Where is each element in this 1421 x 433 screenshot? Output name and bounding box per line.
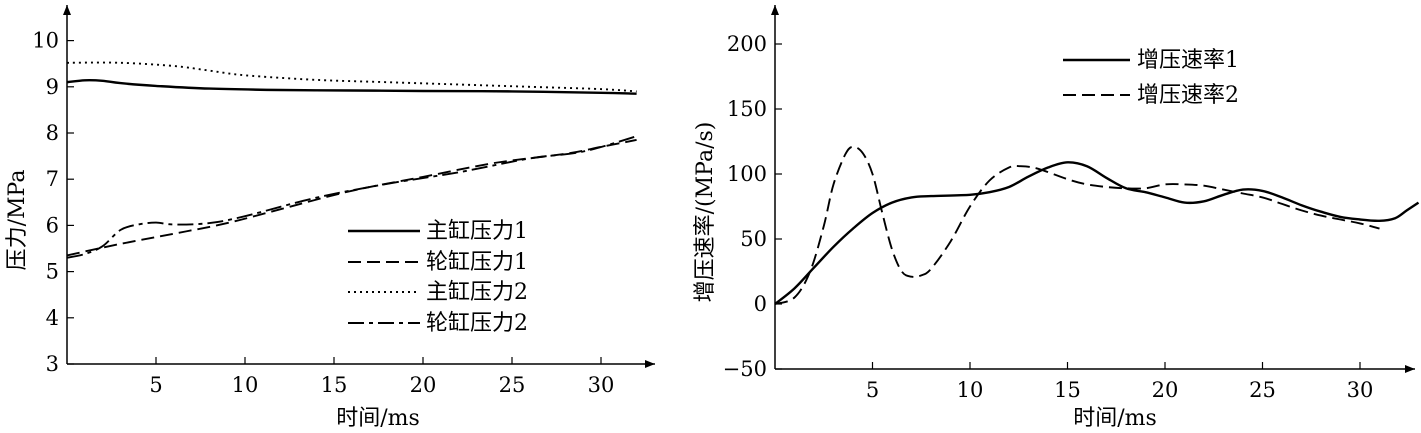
series-line-1 — [66, 79, 637, 95]
series-line-3 — [66, 61, 637, 93]
x-tick-label: 15 — [1054, 378, 1081, 402]
x-tick-label: 25 — [499, 373, 526, 397]
y-tick-label: 100 — [727, 162, 767, 186]
pressure-chart-y-ticks: 3 4 5 6 7 8 9 10 — [32, 29, 74, 376]
series-line-1 — [774, 161, 1420, 305]
rate-chart-x-axis-label: 时间/ms — [1073, 406, 1157, 431]
y-tick-label: 3 — [46, 352, 59, 376]
pressure-chart-x-ticks: 5 10 15 20 25 30 — [149, 357, 614, 397]
pressure-chart-series — [66, 61, 637, 259]
x-tick-label: 10 — [957, 378, 984, 402]
y-tick-label: 4 — [46, 306, 59, 330]
series-line-4 — [66, 135, 637, 259]
x-tick-label: 20 — [410, 373, 437, 397]
y-tick-label: −50 — [723, 357, 767, 381]
y-tick-label: 9 — [46, 75, 59, 99]
rate-chart-axes — [771, 5, 1415, 373]
pressure-chart-x-axis-label: 时间/ms — [336, 406, 420, 431]
series-line-2 — [66, 138, 637, 257]
legend-label-master-cyl-1: 主缸压力1 — [426, 219, 528, 244]
pressure-chart-axes — [63, 5, 655, 368]
y-tick-label: 200 — [727, 32, 767, 56]
rate-chart-x-ticks: 5 10 15 20 25 30 — [866, 362, 1374, 402]
x-tick-label: 15 — [321, 373, 348, 397]
y-tick-label: 0 — [754, 292, 767, 316]
y-tick-label: 6 — [46, 213, 59, 237]
x-tick-label: 5 — [149, 373, 162, 397]
x-tick-label: 5 — [866, 378, 879, 402]
legend-label-wheel-cyl-1: 轮缸压力1 — [426, 250, 528, 275]
rate-chart: 5 10 15 20 25 30 −50 0 50 100 150 200 时间/ms 增压速率/(… — [693, 5, 1420, 431]
legend-label-rate-2: 增压速率2 — [1137, 83, 1239, 108]
y-tick-label: 8 — [46, 121, 59, 145]
pressure-chart: 5 10 15 20 25 30 3 4 5 6 7 8 9 10 时间/ms 压力/MPa 主缸压力1… — [5, 5, 655, 431]
pressure-chart-y-axis-label: 压力/MPa — [5, 170, 30, 271]
y-tick-label: 50 — [740, 227, 767, 251]
y-tick-label: 150 — [727, 97, 767, 121]
y-tick-label: 10 — [32, 29, 59, 53]
y-tick-label: 7 — [46, 167, 59, 191]
x-tick-label: 30 — [588, 373, 615, 397]
x-tick-label: 10 — [232, 373, 259, 397]
x-tick-label: 30 — [1347, 378, 1374, 402]
x-tick-label: 20 — [1152, 378, 1179, 402]
rate-chart-y-axis-label: 增压速率/(MPa/s) — [693, 122, 718, 303]
rate-chart-legend: 增压速率1 增压速率2 — [1063, 48, 1239, 108]
rate-chart-series — [774, 145, 1420, 305]
legend-label-master-cyl-2: 主缸压力2 — [426, 280, 528, 305]
pressure-chart-legend: 主缸压力1 轮缸压力1 主缸压力2 轮缸压力2 — [348, 219, 528, 336]
rate-chart-y-ticks: −50 0 50 100 150 200 — [723, 32, 782, 381]
legend-label-rate-1: 增压速率1 — [1137, 48, 1239, 73]
legend-label-wheel-cyl-2: 轮缸压力2 — [426, 311, 528, 336]
series-line-2 — [774, 145, 1380, 305]
x-tick-label: 25 — [1249, 378, 1276, 402]
y-tick-label: 5 — [46, 260, 59, 284]
